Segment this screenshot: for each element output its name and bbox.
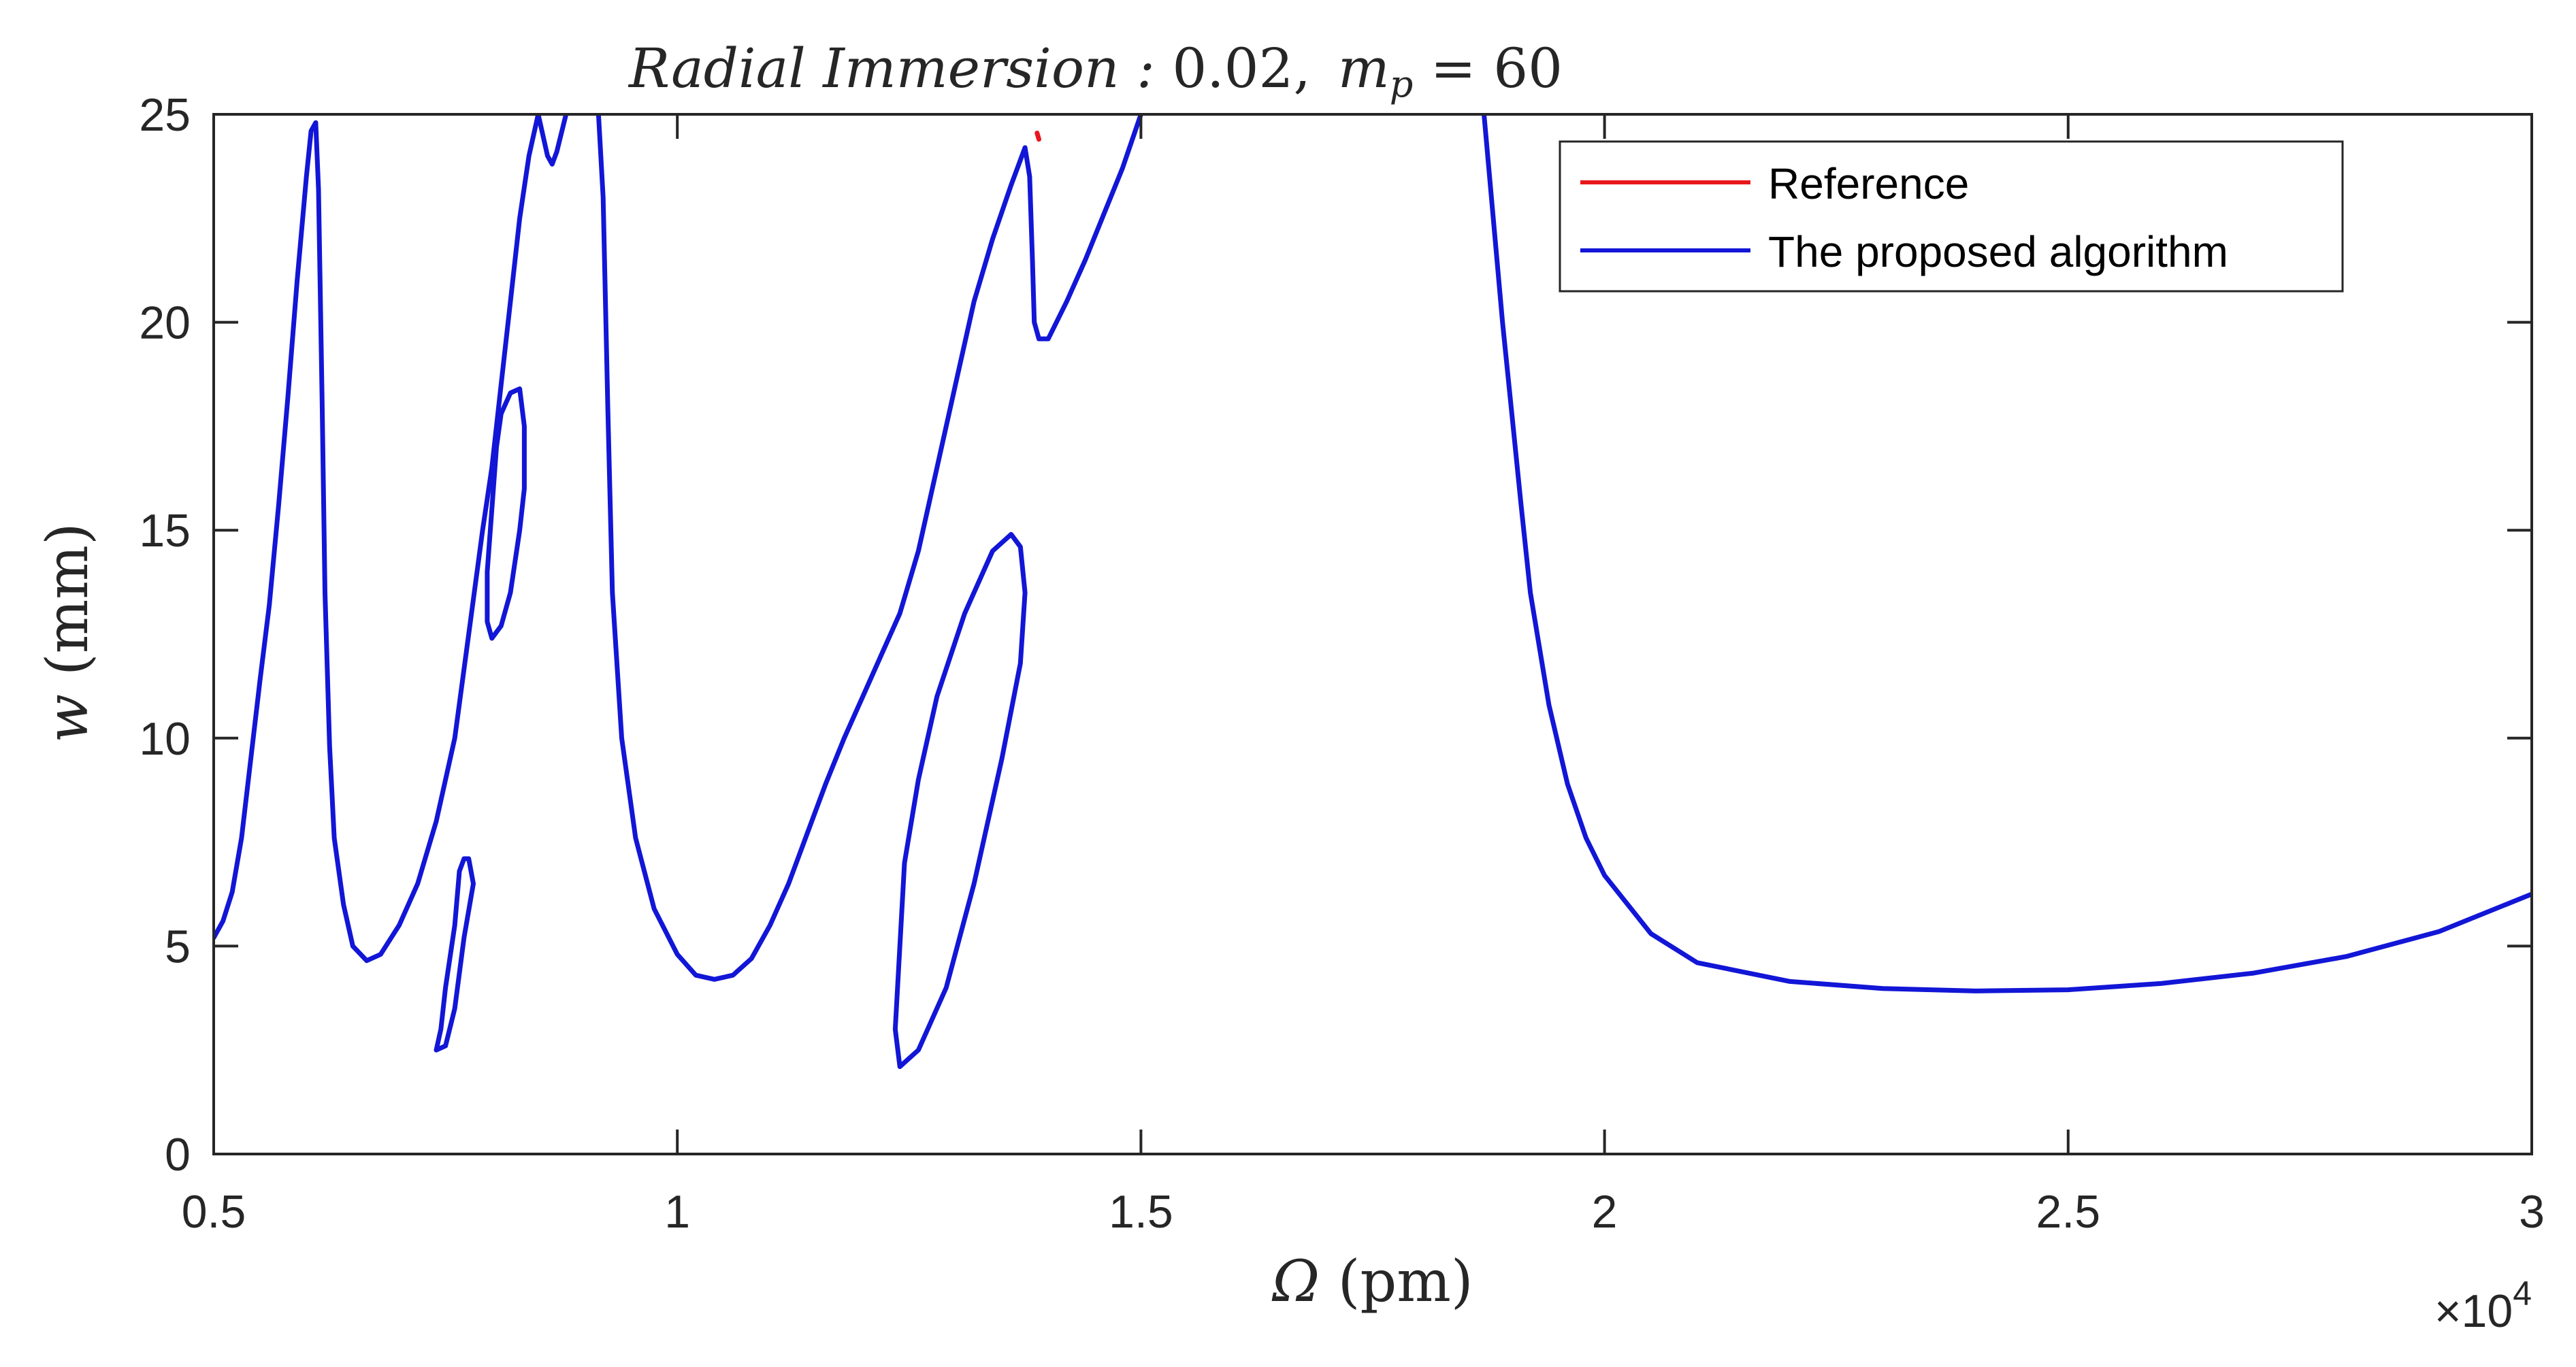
series-layer (214, 114, 2532, 1070)
reference-curve-segment (1034, 131, 1041, 142)
proposed-algorithm-curve-segment (1482, 114, 2532, 993)
x-tick-label: 0.5 (182, 1186, 246, 1238)
y-tick-label: 5 (165, 921, 191, 972)
x-tick-label: 3 (2519, 1186, 2545, 1238)
y-axis-label: w (mm) (34, 523, 101, 742)
title-param: m (1338, 37, 1390, 100)
y-tick-label: 0 (165, 1129, 191, 1181)
y-tick-label: 15 (139, 505, 191, 557)
title-param-rest: = 60 (1413, 37, 1563, 100)
y-axis: 0 5 10 15 20 25 (139, 89, 2532, 1181)
proposed-algorithm-curve-segment (536, 114, 569, 167)
x-multiplier-base: ×10 (2434, 1285, 2513, 1337)
title-value: 0.02, (1155, 37, 1311, 100)
axes-box (212, 113, 2533, 1155)
legend-label-reference: Reference (1768, 159, 1969, 208)
proposed-algorithm-curve-segment (892, 531, 1028, 1070)
proposed-algorithm-curve-segment (434, 856, 476, 1053)
x-tick-label: 2 (1592, 1186, 1618, 1238)
legend-box (1559, 140, 2344, 293)
x-axis-label: Ω (pm) (1271, 1248, 1473, 1315)
y-tick-label: 10 (139, 713, 191, 765)
title-param-sub: p (1390, 63, 1414, 105)
y-axis-symbol: w (34, 694, 101, 743)
x-axis-unit: (pm) (1320, 1248, 1473, 1315)
x-tick-label: 1 (664, 1186, 690, 1238)
y-axis-unit: (mm) (34, 523, 101, 694)
legend-label-proposed: The proposed algorithm (1768, 227, 2228, 276)
y-tick-label: 25 (139, 89, 191, 141)
chart-title: Radial Immersion : 0.02, mp = 60 (627, 37, 1563, 105)
proposed-algorithm-curve-segment (214, 114, 541, 964)
legend: Reference The proposed algorithm (1559, 140, 2344, 293)
x-axis-symbol: Ω (1271, 1248, 1320, 1315)
y-tick-label: 20 (139, 297, 191, 349)
x-multiplier-exponent: 4 (2513, 1274, 2532, 1313)
proposed-algorithm-curve-segment (485, 386, 527, 641)
x-axis: 0.5 1 1.5 2 2.5 3 (182, 114, 2545, 1238)
x-tick-label: 1.5 (1109, 1186, 1173, 1238)
x-axis-multiplier: ×104 (2434, 1274, 2532, 1337)
proposed-algorithm-curve-segment (596, 114, 1143, 982)
title-prefix: Radial Immersion : (627, 37, 1155, 100)
x-tick-label: 2.5 (2036, 1186, 2101, 1238)
